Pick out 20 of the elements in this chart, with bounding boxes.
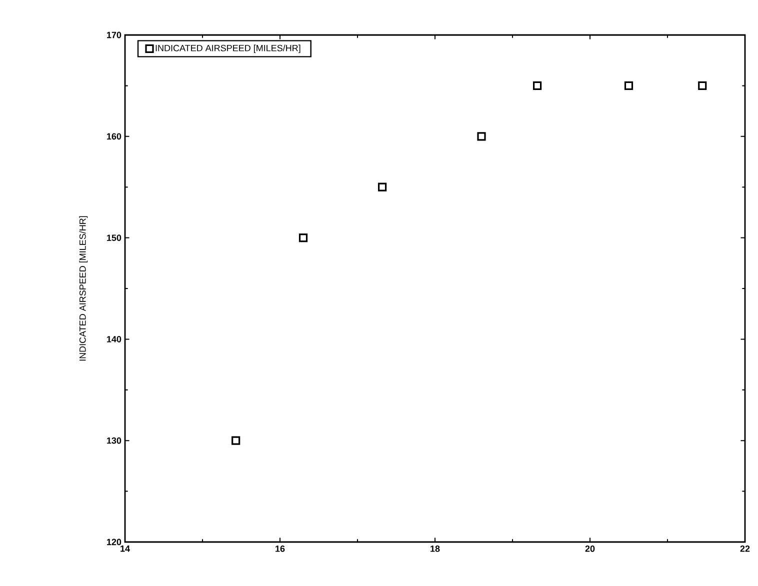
y-tick-label: 130 [107,437,122,444]
point [533,81,542,90]
x-tick-label: 14 [120,546,130,552]
point [232,436,240,445]
y-tick-label: 160 [107,133,122,140]
y-tick-label: 120 [107,538,122,546]
point [477,132,486,141]
x-tick-label: 22 [740,546,750,552]
x-tick-label: 18 [430,546,440,552]
y-tick-label: 140 [107,336,122,342]
legend-label: INDICATED AIRSPEED [MILES/HR] [156,44,300,54]
point [378,182,387,192]
point [298,233,308,242]
y-axis-title: INDICATED AIRSPEED [MILES/HR] [79,216,88,361]
point [698,81,707,90]
y-tick-label: 150 [107,234,122,241]
point [624,81,634,90]
x-tick-label: 16 [276,546,285,552]
y-tick-label: 170 [107,32,122,38]
x-tick-label: 20 [585,546,595,552]
